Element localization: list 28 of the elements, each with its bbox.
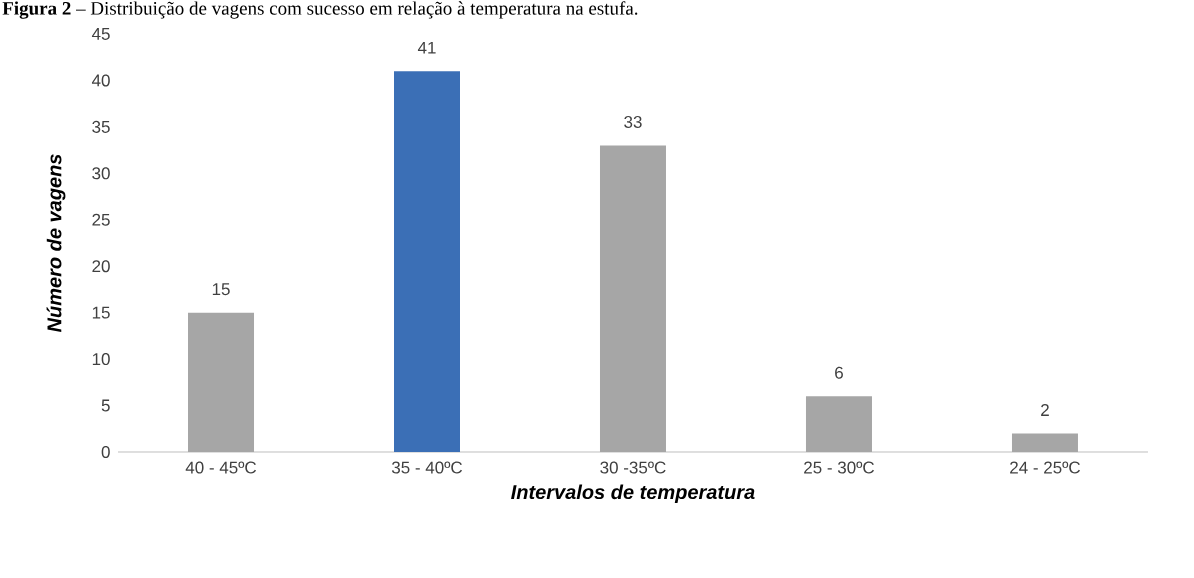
data-label: 41 (417, 41, 436, 54)
y-axis-title: Número de vagens (46, 154, 66, 333)
y-tick-label: 40 (91, 74, 110, 87)
bar (188, 312, 255, 452)
y-tick-label: 30 (92, 167, 110, 180)
y-tick-label: 35 (92, 120, 110, 133)
y-tick-label: 20 (92, 260, 110, 273)
y-tick-label: 45 (91, 28, 110, 40)
data-label: 15 (212, 283, 230, 296)
x-tick-label: 30 -35ºC (600, 461, 666, 474)
y-tick-label: 5 (101, 399, 110, 412)
x-tick-label: 35 - 40ºC (391, 461, 463, 474)
data-label: 33 (624, 115, 642, 128)
x-axis-title: Intervalos de temperatura (511, 484, 755, 504)
bar (1011, 433, 1078, 452)
bar (805, 396, 872, 452)
chart-title: Figura 2 – Distribuição de vagens com sucesso em relação à temperatura na estufa. (2, 1, 638, 19)
bar (394, 71, 460, 452)
y-tick-label: 0 (101, 445, 110, 459)
y-tick-label: 25 (92, 213, 110, 226)
data-label: 2 (1041, 404, 1049, 416)
bar (599, 145, 666, 452)
x-tick-label: 40 - 45ºC (185, 461, 257, 474)
y-tick-label: 10 (92, 353, 110, 366)
x-tick-label: 25 - 30ºC (804, 461, 875, 474)
x-tick-label: 24 - 25ºC (1010, 461, 1081, 474)
data-label: 6 (835, 366, 843, 379)
y-tick-label: 15 (92, 306, 110, 319)
